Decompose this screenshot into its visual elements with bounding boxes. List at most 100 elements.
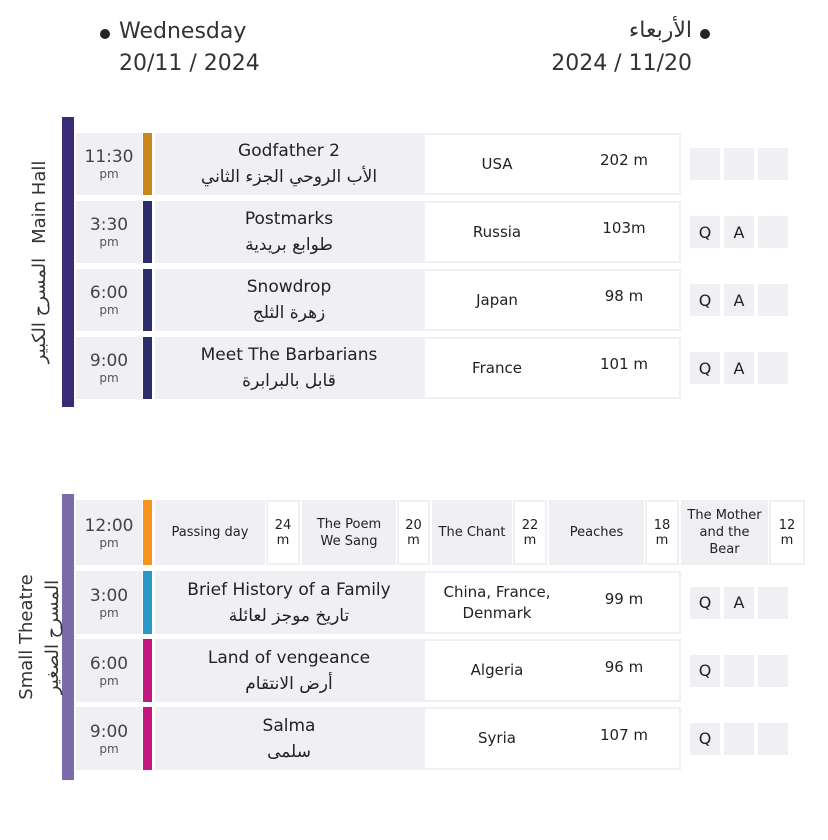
accent-strip <box>143 201 152 263</box>
period: pm <box>99 235 119 249</box>
country-cell: Syria <box>432 707 562 770</box>
period: pm <box>99 535 119 550</box>
period: pm <box>99 303 119 317</box>
tag: A <box>733 593 745 612</box>
tag-box: A <box>724 284 754 316</box>
title-cell: Meet The Barbarians قابل بالبرابرة <box>155 337 423 399</box>
venue-label: Small Theatre المسرح الصغير <box>12 494 68 780</box>
tag-box <box>758 148 788 180</box>
tag: A <box>733 358 745 378</box>
title-ar: سلمى <box>267 741 311 762</box>
duration-cell: 107 m <box>574 703 674 766</box>
time: 6:00 <box>89 653 129 674</box>
time-cell: 9:00 pm <box>76 337 142 399</box>
country-cell: Algeria <box>432 639 562 702</box>
short-duration: 24 m <box>274 517 292 548</box>
duration: 103m <box>602 219 646 237</box>
accent-strip <box>143 500 152 565</box>
short-duration-cell: 18 m <box>645 500 679 565</box>
title-ar: قابل بالبرابرة <box>242 371 336 391</box>
tag-box <box>724 148 754 180</box>
venue-name-en: Main Hall <box>29 160 50 244</box>
time-cell: 3:00 pm <box>76 571 142 634</box>
title-ar: الأب الروحي الجزء الثاني <box>200 167 378 187</box>
info-cell <box>423 269 681 331</box>
tag-box: Q <box>690 722 720 755</box>
venue-name-ar: المسرح الكبير <box>29 257 50 364</box>
duration-cell: 101 m <box>574 333 674 395</box>
period: pm <box>99 741 119 756</box>
bullet <box>100 29 110 39</box>
duration: 98 m <box>604 287 644 305</box>
tag: A <box>733 222 745 242</box>
tag-box: Q <box>690 216 720 248</box>
tag-box: A <box>724 216 754 248</box>
short-title: The Chant <box>438 525 506 540</box>
country: USA <box>481 154 513 173</box>
short-duration-cell: 20 m <box>397 500 430 565</box>
country-cell: China, France, Denmark <box>432 571 562 634</box>
info-cell <box>423 707 681 770</box>
time-cell: 6:00 pm <box>76 639 142 702</box>
country: Japan <box>476 290 518 309</box>
tag: A <box>733 290 745 310</box>
tag-box: A <box>724 352 754 384</box>
tag-box <box>690 148 720 180</box>
period: pm <box>99 167 119 181</box>
title-cell: Postmarks طوابع بريدية <box>155 201 423 263</box>
country-cell: Japan <box>432 269 562 331</box>
country: France <box>472 358 522 377</box>
country: Algeria <box>470 661 524 679</box>
accent-strip <box>143 133 152 195</box>
info-cell <box>423 337 681 399</box>
country: Syria <box>478 729 516 747</box>
short-duration: 22 m <box>521 517 539 548</box>
short-duration-cell: 24 m <box>266 500 300 565</box>
short-duration: 18 m <box>653 517 671 548</box>
short-title-cell: The Poem We Sang <box>302 500 396 565</box>
tag-box <box>758 216 788 248</box>
duration: 96 m <box>604 657 644 676</box>
duration-cell: 98 m <box>574 265 674 327</box>
tag-box: Q <box>690 284 720 316</box>
tag-box <box>758 284 788 316</box>
venue-bar <box>62 117 74 407</box>
time: 3:30 <box>89 215 129 235</box>
accent-strip <box>143 269 152 331</box>
date-en: 20/11 / 2024 <box>119 51 260 76</box>
time: 11:30 <box>84 147 134 167</box>
short-title-cell: The Chant <box>432 500 512 565</box>
tag: Q <box>698 661 712 680</box>
short-duration: 12 m <box>778 517 796 548</box>
info-cell <box>423 639 681 702</box>
title-en: Brief History of a Family <box>187 579 391 600</box>
info-cell <box>423 201 681 263</box>
tag-box: Q <box>690 654 720 687</box>
venue-name-ar: المسرح الصغير <box>42 579 63 695</box>
country: Russia <box>472 222 522 241</box>
tag: Q <box>698 222 712 242</box>
title-en: Godfather 2 <box>238 141 340 161</box>
tag-box: A <box>724 586 754 619</box>
period: pm <box>99 371 119 385</box>
time-cell: 9:00 pm <box>76 707 142 770</box>
title-en: Salma <box>262 715 316 736</box>
country-cell: USA <box>432 133 562 195</box>
venue-label: المسرح الكبير Main Hall <box>26 117 54 407</box>
day-en: Wednesday <box>119 19 247 44</box>
title-cell: Snowdrop زهرة الثلج <box>155 269 423 331</box>
title-ar: أرض الانتقام <box>245 673 333 694</box>
title-cell: Salma سلمى <box>155 707 423 770</box>
duration-cell: 202 m <box>574 129 674 191</box>
tag-box: Q <box>690 586 720 619</box>
duration: 99 m <box>604 589 644 608</box>
title-cell: Land of vengeance أرض الانتقام <box>155 639 423 702</box>
short-title-cell: The Mother and the Bear <box>681 500 768 565</box>
period: pm <box>99 673 119 688</box>
short-title: Passing day <box>171 525 249 540</box>
time-cell: 3:30 pm <box>76 201 142 263</box>
title-ar: طوابع بريدية <box>245 235 333 255</box>
time-cell: 6:00 pm <box>76 269 142 331</box>
duration: 202 m <box>599 151 648 169</box>
